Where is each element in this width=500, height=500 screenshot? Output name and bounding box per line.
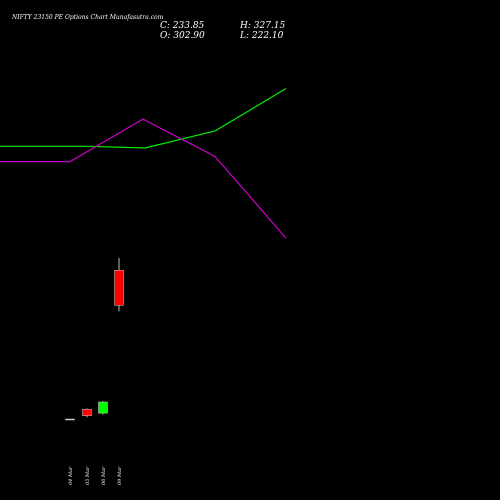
x-tick-label: 04 Mar (68, 466, 74, 485)
overlay-line-1 (0, 87, 287, 149)
chart-title: NIFTY 23150 PE Options Chart Munafasutra… (12, 14, 164, 21)
candle-body (65, 418, 75, 421)
overlay-lines (0, 87, 287, 239)
x-tick-label: 09 Mar (117, 466, 123, 485)
candle-body (98, 401, 108, 414)
candle-body (114, 270, 124, 306)
candle-body (82, 409, 92, 416)
close-value: C: 233.85 (160, 21, 205, 31)
candle-06-mar (98, 401, 108, 415)
low-value: L: 222.10 (240, 31, 284, 41)
candles (65, 258, 124, 421)
high-value: H: 327.15 (240, 21, 286, 31)
overlay-line-2 (0, 118, 287, 239)
candle-05-mar (82, 408, 92, 418)
x-axis-labels: 04 Mar 05 Mar 06 Mar 09 Mar (68, 466, 123, 485)
open-value: O: 302.90 (160, 31, 205, 41)
x-tick-label: 06 Mar (101, 466, 107, 485)
candle-09-mar (114, 258, 124, 312)
x-tick-label: 05 Mar (85, 466, 91, 485)
candle-04-mar (65, 418, 75, 421)
